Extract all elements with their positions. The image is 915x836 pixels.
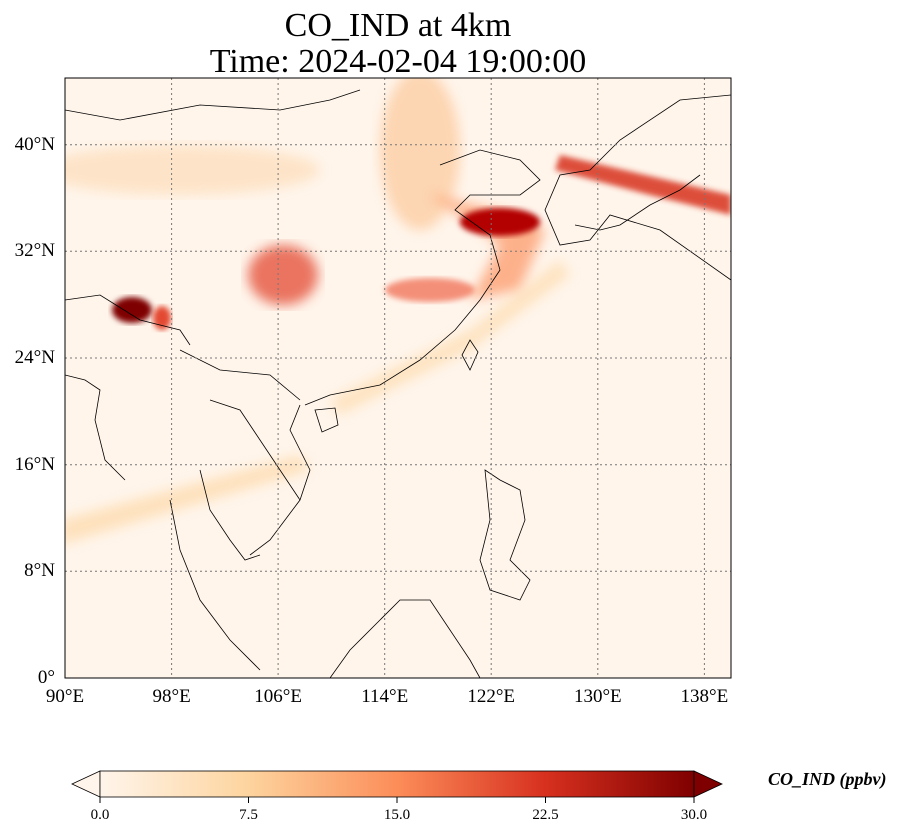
- coastline-japan: [574, 174, 701, 231]
- coastline-borneo: [329, 599, 481, 678]
- coastline-indochina: [249, 404, 311, 556]
- lat-tick-label: 8°N: [24, 560, 55, 581]
- colorbar-extend-max: [693, 770, 723, 798]
- colorbar-extend-min: [71, 770, 101, 798]
- map-title: CO_IND at 4km: [284, 7, 512, 44]
- border-himalaya: [65, 294, 191, 346]
- map-time-subtitle: Time: 2024-02-04 19:00:00: [209, 43, 587, 80]
- gridlines: [65, 78, 731, 678]
- colorbar: [71, 770, 723, 803]
- lon-tick-label: 130°E: [573, 686, 622, 707]
- plume-yellow-sea-core: [460, 208, 540, 236]
- lat-tick-label: 16°N: [14, 454, 55, 475]
- border-laos-vietnam: [209, 399, 301, 501]
- border-mongolia: [65, 89, 361, 121]
- colorbar-label: CO_IND (ppbv): [768, 769, 887, 789]
- coastline-hainan: [314, 407, 339, 433]
- plume-sichuan: [248, 245, 318, 305]
- colorbar-tick-label: 22.5: [532, 807, 559, 823]
- lon-tick-label: 90°E: [45, 686, 85, 707]
- border-myanmar: [65, 374, 126, 481]
- coastline-philippines: [479, 469, 531, 601]
- lon-tick-label: 122°E: [467, 686, 516, 707]
- colorbar-tick-label: 7.5: [239, 807, 258, 823]
- colorbar-tick-label: 15.0: [383, 807, 411, 823]
- plume-north-china: [380, 78, 460, 230]
- plume-southeast-asia: [65, 455, 310, 544]
- coastline-korea-japan-sea: [544, 94, 731, 281]
- coastline-gulf-thailand: [199, 469, 261, 561]
- lon-tick-label: 106°E: [254, 686, 302, 707]
- map-panel: [65, 78, 731, 678]
- plume-japan-sea: [555, 155, 731, 215]
- lat-tick-label: 24°N: [14, 347, 55, 368]
- lat-tick-label: 0°: [37, 667, 55, 688]
- map-frame: [64, 77, 732, 679]
- coastline-taiwan: [461, 339, 479, 371]
- plume-central-asia: [65, 145, 320, 195]
- coastline-china: [304, 149, 541, 406]
- coastlines: [65, 89, 731, 678]
- colorbar-gradient: [99, 770, 695, 798]
- plume-south-china-coast: [330, 260, 570, 415]
- lon-tick-label: 98°E: [152, 686, 191, 707]
- border-china-south: [179, 349, 301, 401]
- colorbar-tick-label: 0.0: [90, 807, 110, 823]
- concentration-field: [65, 78, 731, 544]
- lon-tick-label: 138°E: [680, 686, 729, 707]
- plume-himalaya-core: [112, 297, 152, 323]
- lat-tick-label: 40°N: [14, 134, 55, 155]
- plume-yangtze: [385, 278, 475, 302]
- lat-tick-label: 32°N: [14, 240, 55, 261]
- colorbar-tick-label: 30.0: [680, 807, 708, 823]
- coastline-malay-peninsula: [169, 499, 261, 671]
- plume-himalaya-secondary: [153, 306, 171, 330]
- lon-tick-label: 114°E: [361, 686, 409, 707]
